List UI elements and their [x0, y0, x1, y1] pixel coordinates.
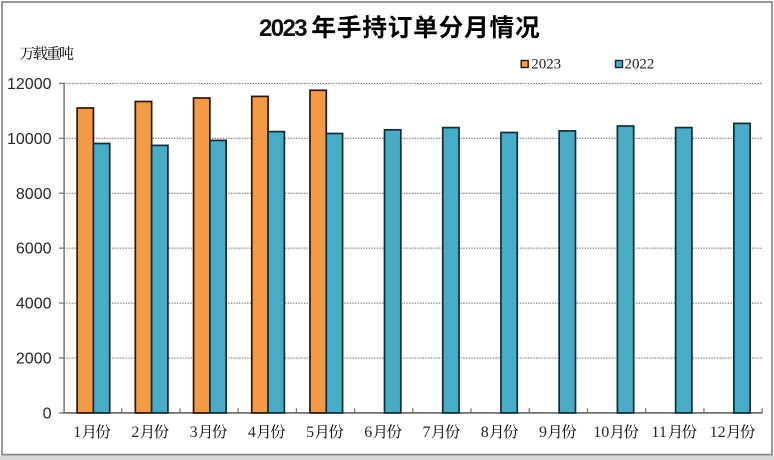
svg-text:10: 10 [593, 424, 609, 441]
svg-text:2000: 2000 [16, 351, 52, 368]
svg-text:1: 1 [73, 424, 81, 441]
svg-text:2023: 2023 [259, 15, 307, 42]
svg-text:12000: 12000 [7, 76, 52, 93]
svg-text:10000: 10000 [7, 131, 52, 148]
svg-text:3: 3 [190, 424, 198, 441]
svg-text:2022: 2022 [625, 57, 655, 73]
svg-text:0: 0 [43, 406, 52, 423]
svg-text:12: 12 [710, 424, 726, 441]
svg-text:9: 9 [539, 424, 547, 441]
svg-text:2: 2 [131, 424, 139, 441]
svg-text:6000: 6000 [16, 241, 52, 258]
svg-text:8: 8 [481, 424, 489, 441]
svg-text:6: 6 [364, 424, 372, 441]
svg-text:4000: 4000 [16, 296, 52, 313]
svg-text:11: 11 [651, 424, 666, 441]
svg-text:7: 7 [423, 424, 431, 441]
svg-text:2023: 2023 [531, 57, 561, 73]
svg-text:4: 4 [248, 424, 256, 441]
svg-text:8000: 8000 [16, 186, 52, 203]
svg-text:5: 5 [306, 424, 314, 441]
